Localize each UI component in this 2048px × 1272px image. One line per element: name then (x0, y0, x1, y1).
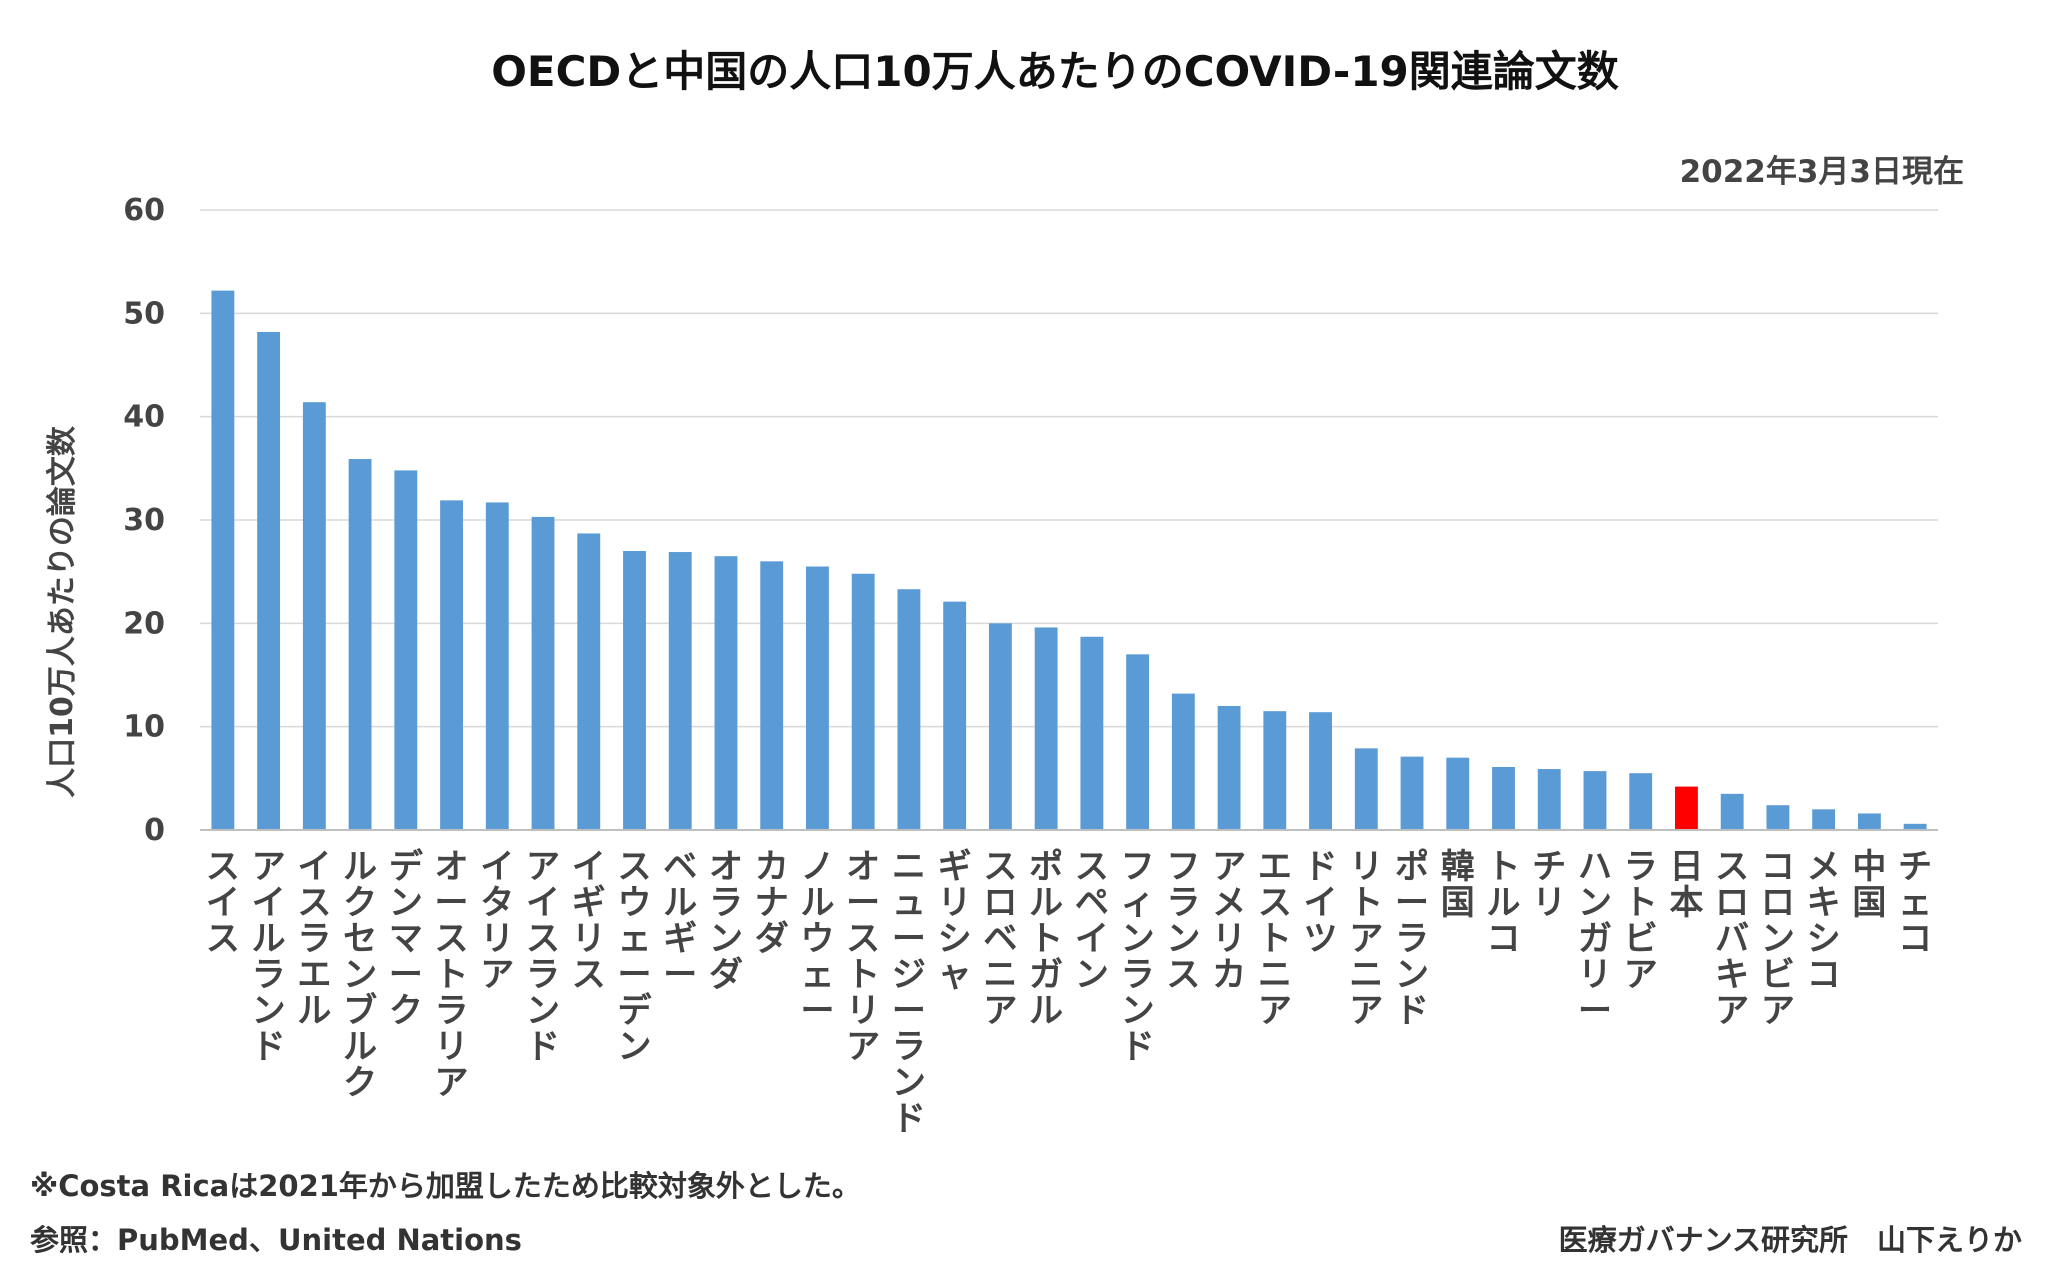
category-labels: スイスアイルランドイスラエルルクセンブルクデンマークオーストラリアイタリアアイス… (206, 847, 1932, 1139)
bar (1263, 711, 1287, 830)
bar (623, 551, 646, 830)
category-label: チェコ (1898, 847, 1932, 959)
y-tick-label: 30 (123, 503, 165, 538)
y-axis-label: 人口10万人あたりの論文数 (45, 425, 80, 798)
category-label: オーストリア (846, 847, 880, 1067)
category-label: 日本 (1669, 847, 1703, 923)
category-label: ギリシャ (938, 847, 972, 995)
bar (988, 623, 1012, 830)
category-label: カナダ (755, 847, 789, 959)
category-label: トルコ (1487, 847, 1521, 959)
y-axis-ticks: 0 10 20 30 40 50 60 (123, 193, 165, 848)
chart-title: OECDと中国の人口10万人あたりのCOVID-19関連論文数 (491, 47, 1619, 96)
category-label: ポルトガル (1029, 847, 1063, 1031)
y-tick-label: 20 (123, 606, 165, 641)
y-tick-label: 60 (123, 193, 165, 228)
category-label: フランス (1166, 847, 1200, 995)
category-label: フィンランド (1121, 847, 1155, 1067)
category-label: 中国 (1852, 847, 1886, 923)
bar (1080, 636, 1104, 830)
bar (1354, 748, 1378, 830)
bar (531, 516, 555, 830)
y-tick-label: 10 (123, 710, 165, 745)
bar (302, 402, 326, 830)
bar (394, 470, 418, 830)
bar (1400, 756, 1424, 830)
bar (1171, 693, 1195, 830)
category-label: イスラエル (297, 847, 331, 1031)
bar (851, 573, 875, 830)
bar (943, 601, 967, 830)
date-note: 2022年3月3日現在 (1680, 154, 1964, 190)
footnote-credit: 医療ガバナンス研究所 山下えりか (1559, 1223, 2022, 1257)
bar (1766, 805, 1790, 830)
bar (577, 533, 601, 830)
footnote-note: ※Costa Ricaは2021年から加盟したため比較対象外とした。 (30, 1169, 861, 1203)
bar (1126, 654, 1150, 830)
category-label: イタリア (480, 847, 514, 995)
bar (1034, 627, 1058, 830)
category-label: ラトビア (1624, 847, 1658, 995)
bar (1812, 809, 1836, 830)
bar (211, 290, 235, 831)
category-label: ベルギー (663, 847, 697, 995)
bar (1675, 786, 1698, 830)
category-label: スペイン (1075, 847, 1109, 995)
bar (714, 556, 738, 830)
category-label: デンマーク (389, 847, 424, 1031)
category-label: オランダ (709, 847, 743, 995)
category-label: リトアニア (1349, 847, 1383, 1031)
category-label: アメリカ (1212, 847, 1246, 995)
category-label: メキシコ (1807, 847, 1841, 995)
bar (806, 566, 829, 830)
bar (1857, 813, 1881, 830)
y-tick-label: 0 (144, 813, 165, 848)
y-tick-label: 40 (123, 400, 165, 435)
bar (1537, 769, 1561, 830)
bar (1446, 757, 1470, 830)
category-label: オーストラリア (435, 847, 469, 1103)
bar (760, 561, 784, 830)
category-label: コロンビア (1761, 847, 1795, 1031)
bar (1217, 706, 1241, 830)
bar (897, 589, 921, 830)
category-label: スウェーデン (618, 847, 653, 1067)
category-label: アイスランド (526, 847, 560, 1067)
y-tick-label: 50 (123, 296, 165, 331)
category-label: 韓国 (1441, 847, 1475, 923)
category-label: ノルウェー (800, 847, 834, 1031)
bar (440, 500, 463, 830)
category-label: スロベニア (983, 847, 1017, 1031)
bar (1629, 773, 1653, 830)
bar (668, 552, 692, 830)
category-label: ポーランド (1395, 847, 1429, 1031)
bar (1720, 793, 1744, 830)
category-label: ドイツ (1304, 847, 1338, 959)
category-label: エストニア (1258, 847, 1292, 1031)
category-label: チリ (1532, 847, 1566, 923)
category-label: アイルランド (252, 847, 286, 1067)
category-label: スイス (206, 847, 240, 959)
category-label: ハンガリー (1578, 847, 1612, 1031)
footnote-source: 参照：PubMed、United Nations (30, 1223, 522, 1257)
bar (1903, 823, 1927, 830)
bar (1492, 766, 1515, 830)
bar (485, 502, 509, 830)
bars (211, 290, 1927, 831)
bar (348, 459, 372, 830)
bar (1583, 771, 1607, 830)
category-label: ルクセンブルク (343, 847, 377, 1103)
bar (1309, 712, 1332, 830)
category-label: スロバキア (1715, 847, 1749, 1031)
category-label: ニュージーランド (892, 847, 926, 1139)
category-label: イギリス (572, 847, 606, 995)
bar (257, 331, 281, 830)
